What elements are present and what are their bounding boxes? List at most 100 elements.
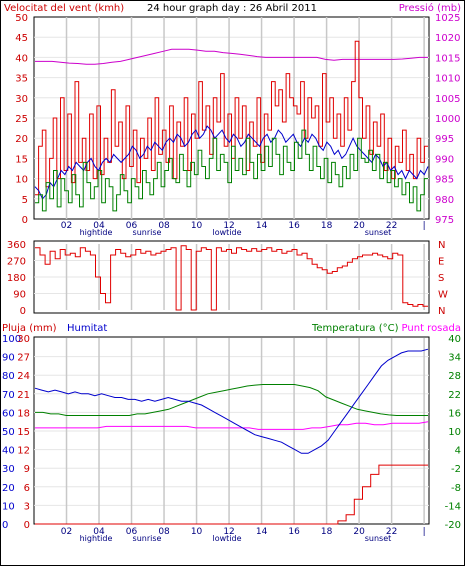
series-humidity-line	[34, 348, 429, 454]
direction-y-tick: 180	[7, 273, 26, 284]
x-tick-label: 06	[126, 221, 138, 231]
series-dewpoint-line	[35, 421, 429, 430]
pressure-y-tick: 980	[435, 195, 454, 206]
rain-y-tick: 15	[17, 427, 30, 438]
compass-tick: N	[438, 306, 445, 317]
series-pressure-line	[35, 48, 428, 65]
humidity-y-tick: 20	[2, 483, 15, 494]
temperature-y-tick: -2	[451, 464, 461, 475]
wind-y-tick: 30	[15, 94, 28, 105]
pressure-y-tick: 1010	[435, 74, 460, 85]
x-tick-label: 22	[386, 221, 397, 231]
event-hightide-bottom: hightide	[80, 534, 113, 543]
pressure-y-tick: 975	[435, 215, 454, 226]
temperature-y-tick: -20	[445, 520, 461, 531]
event-sunrise-bottom: sunrise	[133, 534, 162, 543]
rain-y-tick: 30	[17, 334, 30, 345]
rain-y-tick: 27	[17, 353, 30, 364]
humidity-y-tick: 10	[2, 501, 15, 512]
temperature-y-tick: 10	[448, 427, 461, 438]
wind-y-tick: 40	[15, 53, 28, 64]
temperature-y-tick: 4	[455, 446, 461, 457]
legend-temperature: Temperatura (°C)	[311, 323, 399, 334]
rain-y-tick: 18	[17, 408, 30, 419]
pressure-y-tick: 995	[435, 134, 454, 145]
pressure-right-axis: 975 980 985 990 995 1000 1005 1010 1015 1020 1025	[435, 13, 460, 226]
humidity-y-tick: 80	[2, 371, 15, 382]
graph-title: 24 hour graph day : 26 Abril 2011	[147, 3, 317, 14]
rain-y-tick: 3	[24, 501, 30, 512]
x-tick-label: 14	[256, 221, 268, 231]
x-tick-label: 02	[61, 527, 72, 537]
series-temperature-line	[35, 384, 428, 416]
humidity-y-tick: 40	[2, 446, 15, 457]
event-sunset-top: sunset	[365, 228, 392, 237]
x-axis-bottom: 02 04 06 08 10 12 14 16 18 20 22 |	[61, 527, 426, 537]
rain-y-tick: 0	[24, 520, 30, 531]
legend-humidity: Humitat	[67, 323, 107, 334]
rain-y-tick: 12	[17, 446, 30, 457]
x-tick-label: 16	[288, 527, 300, 537]
wind-y-tick: 10	[15, 175, 28, 186]
compass-tick: W	[438, 290, 448, 301]
direction-y-tick: 90	[13, 290, 26, 301]
rain-inner-axis: 0 3 6 9 12 15 18 21 24 27 30	[17, 334, 30, 531]
temperature-right-axis: -20 -14 -8 -2 4 10 16 22 28 34 40	[445, 334, 461, 531]
wind-y-tick: 15	[15, 154, 28, 165]
series-wind-speed-line	[35, 129, 428, 212]
series-rain-line	[35, 464, 428, 525]
x-tick-label: 06	[126, 527, 138, 537]
x-tick-label: 02	[61, 221, 72, 231]
x-tick-label: 08	[158, 527, 170, 537]
wind-y-tick: 35	[15, 74, 28, 85]
temperature-y-tick: 16	[448, 408, 461, 419]
wind-y-tick: 50	[15, 13, 28, 24]
temperature-y-tick: -8	[451, 483, 461, 494]
rain-y-tick: 6	[24, 483, 30, 494]
x-tick-label: 16	[288, 221, 300, 231]
rain-y-tick: 24	[17, 371, 30, 382]
legend-rain: Pluja (mm)	[2, 323, 57, 334]
direction-y-tick: 270	[7, 257, 26, 268]
event-hightide-top: hightide	[80, 228, 113, 237]
x-axis-top: 02 04 06 08 10 12 14 16 18 20 22 |	[61, 221, 426, 231]
humidity-y-tick: 30	[2, 464, 15, 475]
series-wind-direction-line	[35, 245, 428, 311]
x-tick-label: 14	[256, 527, 268, 537]
temperature-y-tick: 40	[448, 334, 461, 345]
wind-y-tick: 45	[15, 33, 28, 44]
wind-y-tick: 5	[22, 195, 28, 206]
compass-tick: E	[438, 257, 444, 268]
temperature-y-tick: -14	[445, 501, 461, 512]
wind-title: Velocitat del vent (kmh)	[4, 3, 124, 14]
x-tick-label: 20	[353, 221, 365, 231]
x-tick-label: 10	[191, 527, 203, 537]
pressure-y-tick: 1025	[435, 13, 460, 24]
x-tick-label: 20	[353, 527, 365, 537]
direction-left-axis: 0 90 180 270 360	[7, 240, 26, 317]
x-tick-label: 04	[93, 527, 105, 537]
pressure-y-tick: 990	[435, 154, 454, 165]
compass-tick: S	[438, 273, 444, 284]
x-tick-label: 22	[386, 527, 397, 537]
compass-tick: N	[438, 240, 445, 251]
humidity-y-tick: 70	[2, 390, 15, 401]
x-tick-label: 18	[321, 221, 333, 231]
x-tick-label: 08	[158, 221, 170, 231]
humidity-y-tick: 50	[2, 427, 15, 438]
humidity-y-tick: 60	[2, 408, 15, 419]
wind-left-axis: 0 5 10 15 20 25 30 35 40 45 50	[15, 13, 28, 226]
event-lowtide-bottom: lowtide	[212, 534, 241, 543]
x-tick-label: |	[423, 221, 426, 231]
pressure-y-tick: 1015	[435, 53, 460, 64]
wind-y-tick: 25	[15, 114, 28, 125]
x-tick-label: 10	[191, 221, 203, 231]
pressure-y-tick: 1020	[435, 33, 460, 44]
pressure-y-tick: 1000	[435, 114, 460, 125]
x-tick-label: |	[423, 527, 426, 537]
x-tick-label: 12	[223, 527, 234, 537]
event-lowtide-top: lowtide	[212, 228, 241, 237]
series-wind-average-line	[34, 125, 429, 200]
